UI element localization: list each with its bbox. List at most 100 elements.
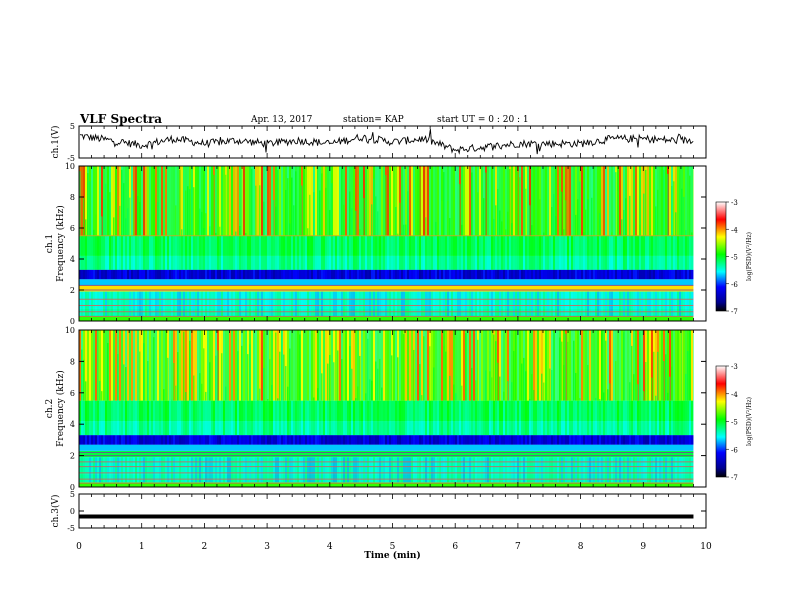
spectrogram-streak: [501, 291, 503, 317]
spectrogram-streak: [547, 166, 549, 236]
spectrogram-streak: [187, 235, 189, 270]
spectrogram-streak: [139, 435, 141, 445]
spectrogram-streak: [149, 166, 151, 236]
spectrogram-streak: [557, 166, 559, 236]
spectrogram-streak: [367, 457, 369, 483]
spectrogram-streak: [551, 235, 553, 270]
spectrogram-streak: [443, 345, 445, 401]
spectrogram-streak: [481, 330, 483, 401]
spectrogram-streak: [553, 332, 555, 401]
spectrogram-streak: [91, 435, 93, 445]
spectrogram-streak: [561, 191, 563, 236]
spectrogram-streak: [221, 353, 223, 401]
spectrogram-streak: [283, 400, 285, 436]
spectrogram-streak: [551, 370, 553, 401]
spectrogram-streak: [351, 457, 353, 483]
spectrogram-streak: [357, 235, 359, 270]
spectrogram-streak: [545, 235, 547, 270]
spectrogram-streak: [555, 435, 557, 445]
spectrogram-streak: [305, 457, 307, 483]
spectrogram-streak: [599, 166, 601, 236]
spectrogram-streak: [423, 400, 425, 436]
spectrogram-streak: [191, 457, 193, 483]
spectrogram-streak: [131, 457, 133, 483]
spectrogram-streak: [445, 269, 447, 280]
x-tick-label: 10: [700, 542, 712, 552]
spectrogram-streak: [133, 330, 135, 401]
spectrogram-streak: [455, 269, 457, 280]
spectrogram-streak: [123, 457, 125, 483]
spectrogram-streak: [355, 398, 357, 401]
spectrogram-streak: [113, 457, 115, 483]
spectrogram-streak: [673, 291, 675, 317]
spectrogram-streak: [435, 269, 437, 280]
spectrogram-streak: [393, 235, 395, 270]
spectrogram-streak: [481, 235, 483, 270]
spectrogram-streak: [659, 435, 661, 445]
spectrogram-streak: [617, 269, 619, 280]
y-axis-label: ch.3(V): [50, 495, 61, 528]
spectrogram-streak: [233, 400, 235, 436]
spectrogram-streak: [225, 174, 227, 236]
spectrogram-streak: [639, 291, 641, 317]
spectrogram-streak: [285, 269, 287, 280]
spectrogram-streak: [229, 291, 231, 317]
spectrogram-streak: [497, 457, 499, 483]
spectrogram-streak: [325, 187, 327, 236]
spectrogram-streak: [331, 235, 333, 270]
spectrogram-streak: [481, 291, 483, 317]
spectrogram-streak: [347, 330, 349, 401]
spectrogram-streak: [259, 330, 261, 401]
spectrogram-streak: [393, 435, 395, 445]
spectrogram-streak: [213, 330, 215, 401]
spectrogram-streak: [365, 457, 367, 483]
spectrogram-streak: [411, 457, 413, 483]
spectrogram-streak: [355, 210, 357, 236]
spectrogram-streak: [287, 435, 289, 445]
spectrogram-streak: [101, 330, 103, 401]
spectrogram-streak: [605, 269, 607, 280]
spectrogram-streak: [627, 291, 629, 317]
spectrogram-streak: [551, 400, 553, 436]
spectrogram-streak: [481, 166, 483, 236]
spectrogram-streak: [151, 435, 153, 445]
spectrogram-streak: [451, 457, 453, 483]
spectrogram-streak: [109, 291, 111, 317]
spectrogram-streak: [317, 269, 319, 280]
spectrogram-streak: [511, 166, 513, 236]
spectrogram-streak: [393, 330, 395, 401]
spectrogram-streak: [81, 349, 83, 401]
spectrogram-streak: [581, 235, 583, 270]
spectrogram-streak: [389, 457, 391, 483]
spectrogram-streak: [513, 291, 515, 317]
spectrogram-streak: [531, 435, 533, 445]
spectrogram-streak: [679, 435, 681, 445]
spectrogram-streak: [425, 457, 427, 483]
spectrogram-streak: [531, 457, 533, 483]
spectrogram-streak: [677, 435, 679, 445]
spectrogram-streak: [545, 457, 547, 483]
spectrogram-streak: [191, 235, 193, 270]
spectrogram-streak: [283, 269, 285, 280]
spectrogram-streak: [609, 435, 611, 445]
spectrogram-streak: [625, 330, 627, 401]
spectrogram-streak: [523, 457, 525, 483]
spectrogram-streak: [407, 291, 409, 317]
spectrogram-streak: [375, 400, 377, 436]
spectrogram-streak: [625, 400, 627, 436]
spectrogram-streak: [489, 330, 491, 401]
spectrogram-streak: [459, 269, 461, 280]
spectrogram-streak: [591, 457, 593, 483]
spectrogram-streak: [217, 269, 219, 280]
spectrogram-streak: [443, 291, 445, 317]
spectrogram-streak: [135, 400, 137, 436]
spectrogram-streak: [589, 291, 591, 317]
spectrogram-streak: [423, 435, 425, 445]
spectrogram-streak: [239, 291, 241, 317]
spectrogram-streak: [469, 457, 471, 483]
spectrogram-streak: [683, 291, 685, 317]
spectrogram-streak: [159, 435, 161, 445]
spectrogram-streak: [105, 400, 107, 436]
spectrogram-streak: [307, 330, 309, 401]
spectrogram-streak: [209, 269, 211, 280]
